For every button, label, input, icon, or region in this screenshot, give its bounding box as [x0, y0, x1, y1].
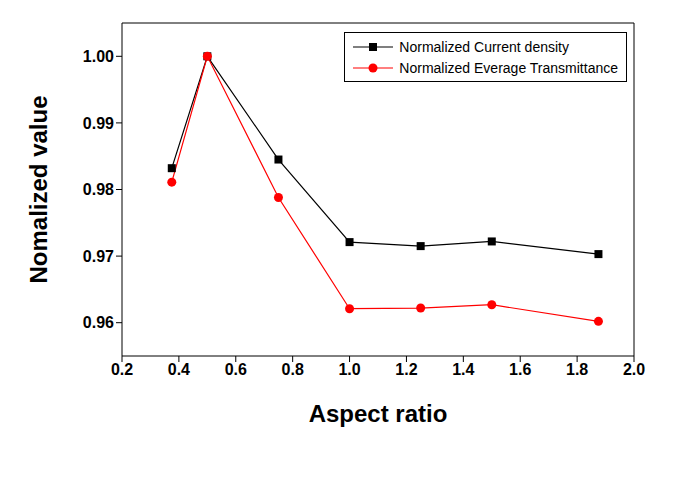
html-text:Normalized Current density: Normalized Current density: [399, 38, 569, 55]
svg-text:0.8: 0.8: [282, 361, 304, 378]
svg-text:0.98: 0.98: [83, 181, 114, 198]
svg-text:1.8: 1.8: [566, 361, 588, 378]
svg-text:0.99: 0.99: [83, 115, 114, 132]
svg-text:0.97: 0.97: [83, 248, 114, 265]
svg-text:0.6: 0.6: [225, 361, 247, 378]
svg-text:Aspect ratio: Aspect ratio: [309, 400, 448, 427]
html-text:Normalized Everage Transmittan: Normalized Everage Transmittance: [399, 59, 618, 76]
svg-text:2.0: 2.0: [623, 361, 645, 378]
svg-text:0.4: 0.4: [168, 361, 190, 378]
svg-text:1.6: 1.6: [509, 361, 531, 378]
svg-text:0.96: 0.96: [83, 314, 114, 331]
svg-text:1.00: 1.00: [83, 48, 114, 65]
svg-text:1.2: 1.2: [395, 361, 417, 378]
svg-text:0.2: 0.2: [111, 361, 133, 378]
svg-text:Nomalized value: Nomalized value: [25, 95, 52, 283]
svg-text:1.0: 1.0: [338, 361, 360, 378]
svg-text:1.4: 1.4: [452, 361, 474, 378]
